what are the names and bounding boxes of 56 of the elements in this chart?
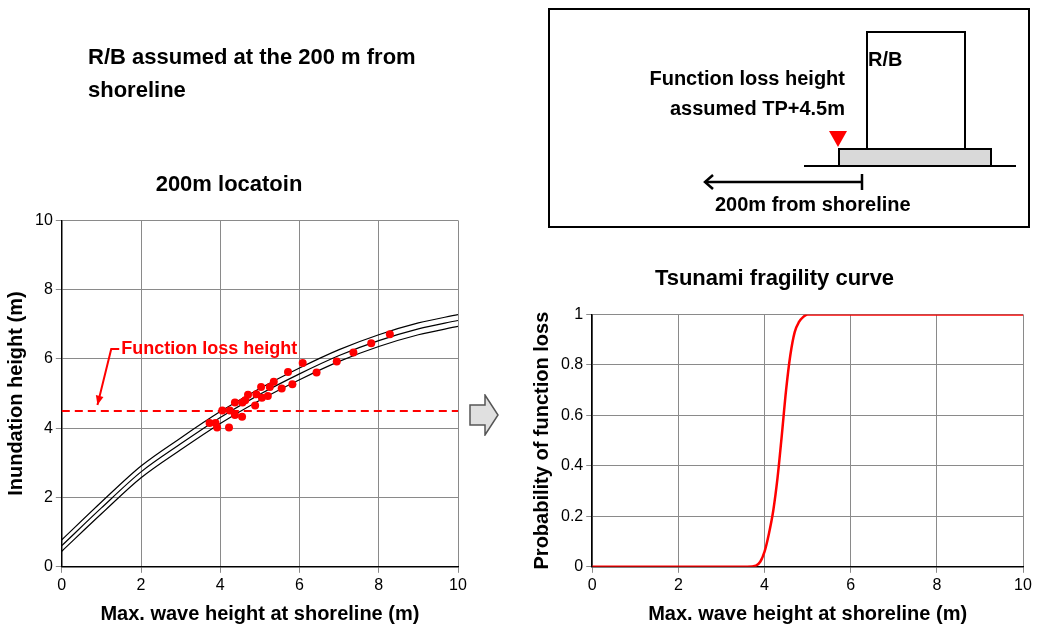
y-axis-title: Inundation height (m) xyxy=(3,291,26,496)
x-axis-title: Max. wave height at shoreline (m) xyxy=(648,601,968,624)
x-tick-label: 8 xyxy=(374,575,384,593)
point xyxy=(298,359,307,368)
point xyxy=(225,423,233,432)
ref-line-label: Function loss height xyxy=(121,337,298,358)
point xyxy=(349,348,358,357)
x-tick-label: 8 xyxy=(932,575,942,593)
text: 200m from shoreline xyxy=(715,193,911,216)
y-tick-label: 0.8 xyxy=(560,355,584,373)
y-tick-label: 10 xyxy=(35,210,53,228)
y-axis-title: Probability of function loss xyxy=(529,311,552,570)
y-tick-label: 1 xyxy=(574,304,584,322)
point xyxy=(265,383,274,392)
x-axis-title: Max. wave height at shoreline (m) xyxy=(100,601,420,624)
text: Function loss height assumed TP+4.5m xyxy=(648,66,845,121)
chart-title: 200m locatoin xyxy=(155,171,303,197)
text: R/B assumed at the 200 m from shoreline xyxy=(88,43,417,104)
y-tick-label: 6 xyxy=(43,349,53,367)
point xyxy=(269,377,278,386)
y-tick-label: 2 xyxy=(43,487,53,505)
point xyxy=(312,368,321,377)
x-tick-label: 4 xyxy=(760,575,770,593)
point xyxy=(252,390,261,399)
x-tick-label: 2 xyxy=(136,575,146,593)
x-tick-label: 4 xyxy=(215,575,225,593)
point xyxy=(213,423,222,432)
y-tick-label: 8 xyxy=(43,280,53,298)
point xyxy=(238,412,247,421)
x-tick-label: 6 xyxy=(846,575,856,593)
point xyxy=(332,357,341,366)
chart-title: Tsunami fragility curve xyxy=(654,265,895,291)
x-tick-label: 2 xyxy=(673,575,683,593)
x-tick-label: 0 xyxy=(57,575,67,593)
point xyxy=(288,380,297,389)
point xyxy=(263,392,272,401)
point xyxy=(367,339,376,348)
y-tick-label: 0 xyxy=(43,557,53,575)
point xyxy=(385,330,394,339)
y-tick-label: 0 xyxy=(574,557,584,575)
x-tick-label: 10 xyxy=(1014,575,1032,593)
y-tick-label: 0.6 xyxy=(560,405,584,423)
x-tick-label: 6 xyxy=(295,575,305,593)
x-tick-label: 10 xyxy=(449,575,467,593)
y-tick-label: 0.2 xyxy=(560,506,584,524)
point xyxy=(230,398,239,407)
y-tick-label: 0.4 xyxy=(560,456,584,474)
point xyxy=(257,383,266,392)
point xyxy=(277,384,286,393)
point xyxy=(244,390,253,399)
text: R/B xyxy=(868,48,903,71)
y-tick-label: 4 xyxy=(43,418,53,436)
point xyxy=(284,368,293,377)
point xyxy=(230,411,239,420)
point xyxy=(251,401,260,410)
x-tick-label: 0 xyxy=(587,575,597,593)
